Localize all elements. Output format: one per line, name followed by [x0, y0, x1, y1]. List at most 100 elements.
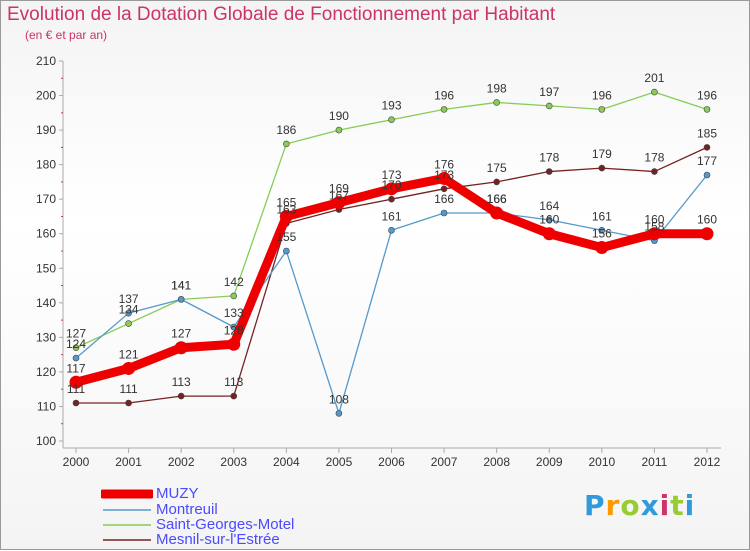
data-point: [230, 292, 238, 300]
data-point: [388, 226, 395, 234]
data-point: [703, 171, 711, 179]
data-label: 155: [276, 230, 296, 244]
data-point: [335, 410, 343, 417]
data-point: [230, 392, 238, 400]
x-tick-label: 2010: [588, 455, 615, 469]
x-tick-label: 2011: [642, 455, 668, 469]
x-tick-label: 2000: [63, 455, 90, 469]
data-label: 160: [644, 213, 664, 227]
data-label: 186: [276, 123, 296, 137]
y-tick-label: 110: [37, 399, 56, 413]
data-point: [493, 178, 500, 186]
legend-label-saint-georges-motel: Saint-Georges-Motel: [156, 516, 295, 533]
y-tick-label: 200: [36, 89, 56, 103]
data-point: [69, 375, 83, 389]
data-label: 169: [329, 182, 349, 196]
data-label: 111: [67, 382, 86, 396]
data-point: [595, 241, 609, 255]
logo-letter: r: [605, 489, 621, 522]
data-label: 196: [434, 88, 454, 102]
data-label: 175: [487, 161, 507, 175]
data-label: 179: [592, 147, 612, 161]
data-label: 133: [224, 306, 244, 320]
data-point: [283, 140, 290, 148]
data-label: 142: [224, 275, 244, 289]
data-label: 176: [434, 157, 454, 171]
x-tick-label: 2012: [694, 455, 721, 469]
data-label: 134: [119, 303, 139, 317]
data-point: [545, 102, 553, 110]
data-label: 167: [329, 189, 349, 203]
data-point: [283, 247, 290, 255]
chart-title: Evolution de la Dotation Globale de Fonc…: [7, 4, 556, 25]
data-point: [177, 296, 185, 303]
data-label: 111: [119, 382, 138, 396]
x-tick-label: 2007: [431, 455, 458, 469]
y-tick-label: 210: [36, 54, 56, 68]
data-label: 113: [172, 375, 191, 389]
x-tick-label: 2004: [273, 455, 300, 469]
data-label: 166: [487, 192, 507, 206]
data-point: [385, 182, 398, 196]
data-point: [335, 126, 343, 134]
data-point: [437, 171, 451, 185]
data-point: [227, 337, 241, 351]
y-tick-label: 130: [36, 330, 56, 344]
y-tick-label: 100: [36, 434, 56, 448]
y-tick-label: 180: [36, 158, 56, 172]
data-point: [493, 99, 500, 106]
data-point: [651, 88, 658, 96]
logo-letter: x: [640, 489, 660, 522]
data-label: 158: [644, 220, 664, 234]
y-tick-label: 140: [36, 296, 56, 310]
x-tick-label: 2005: [326, 455, 353, 469]
data-label: 193: [381, 99, 401, 113]
data-label: 165: [276, 195, 296, 209]
axes: 100 110 120 130 140 150 160 170 180 190 200 210 2000…: [36, 54, 721, 469]
data-label: 190: [329, 109, 349, 123]
data-point: [651, 168, 658, 175]
legend-swatch-saint-georges-motel: [103, 524, 151, 526]
data-label: 197: [539, 85, 559, 99]
data-label: 113: [224, 375, 243, 389]
data-label: 170: [381, 178, 401, 192]
data-point: [545, 168, 553, 175]
data-point: [174, 341, 188, 355]
data-point: [703, 144, 711, 151]
y-tick-label: 150: [36, 261, 56, 275]
data-label: 173: [434, 168, 454, 182]
x-tick-label: 2008: [483, 455, 510, 469]
data-label: 117: [66, 361, 85, 375]
data-point: [647, 227, 661, 241]
data-point: [125, 309, 132, 317]
data-point: [177, 392, 185, 400]
legend-swatch-muzy: [101, 489, 153, 499]
data-point: [440, 106, 448, 113]
data-label: 185: [697, 126, 717, 140]
x-tick-label: 2003: [220, 455, 247, 469]
logo-letter: i: [684, 489, 696, 522]
data-label: 127: [171, 327, 191, 341]
data-label: 177: [697, 154, 717, 168]
data-label: 121: [119, 347, 139, 361]
data-label: 108: [329, 392, 349, 406]
y-tick-label: 190: [36, 123, 56, 137]
data-label: 164: [539, 199, 559, 213]
y-tick-label: 170: [36, 192, 56, 206]
data-point: [545, 216, 553, 224]
proxiti-logo: Proxiti: [584, 489, 695, 522]
legend-label-mesnil-sur-lestree: Mesnil-sur-l'Estrée: [156, 531, 280, 548]
data-point: [542, 227, 556, 241]
y-tick-label: 160: [36, 227, 56, 241]
data-label: 161: [381, 209, 401, 223]
data-label: 196: [697, 88, 717, 102]
data-point: [440, 209, 448, 217]
data-label: 127: [66, 327, 86, 341]
logo-letter: i: [659, 489, 671, 522]
data-label: 198: [487, 81, 507, 95]
data-point: [598, 226, 606, 234]
data-label: 141: [171, 278, 191, 292]
logo-letter: t: [670, 489, 685, 522]
